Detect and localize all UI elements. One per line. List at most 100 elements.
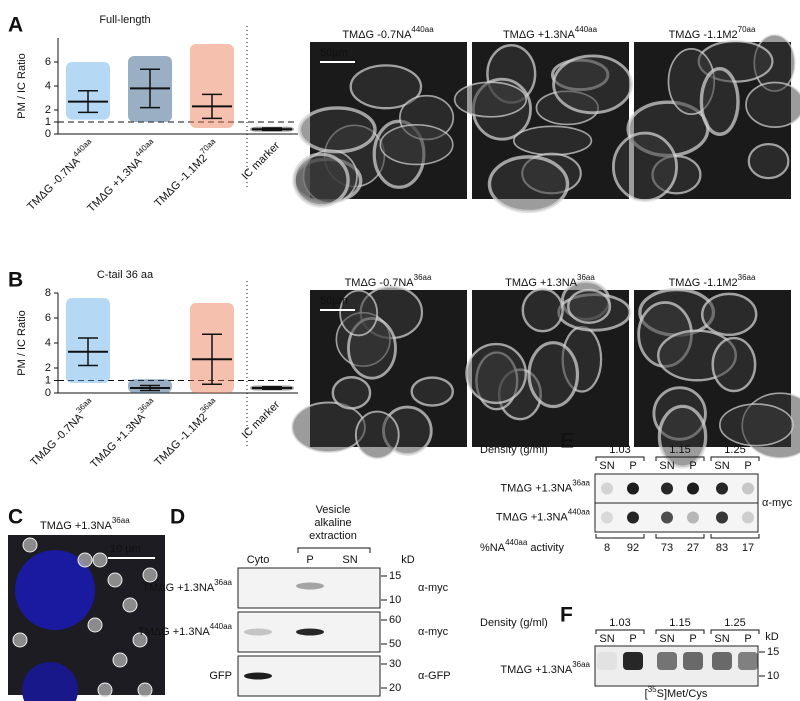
antibody-label: α-myc xyxy=(418,626,449,638)
bracket xyxy=(595,629,645,634)
activity-text: %NA xyxy=(480,542,506,554)
image-title: TMΔG -1.1M270aa xyxy=(669,25,756,41)
fraction-label: SN xyxy=(714,460,729,472)
row-label: TMΔG +1.3NA36aa xyxy=(142,578,232,594)
fraction-label: SN xyxy=(659,460,674,472)
x-tick-label-text: TMΔG -1.1M2 xyxy=(152,411,209,468)
vesicle xyxy=(12,632,28,648)
activity-value: 83 xyxy=(716,542,728,554)
panel-letter: C xyxy=(8,506,23,529)
image-title-sup: 36aa xyxy=(577,273,595,282)
density-value: 1.03 xyxy=(609,444,630,456)
vesicle xyxy=(122,597,138,613)
cell-outline xyxy=(339,289,379,337)
image-title: TMΔG +1.3NA440aa xyxy=(503,25,598,41)
cell-outline xyxy=(611,131,678,203)
y-axis-label: PM / IC Ratio xyxy=(16,53,28,118)
x-tick-label: TMΔG -1.1M270aa xyxy=(150,137,223,210)
cell-outline xyxy=(747,142,790,180)
vesicle xyxy=(22,537,38,553)
vesicle xyxy=(107,572,123,588)
plot-title: Full-length xyxy=(99,14,150,26)
x-tick-label: TMΔG -0.7NA440aa xyxy=(22,137,98,213)
x-tick-label: IC marker xyxy=(240,139,283,182)
cell-outline xyxy=(512,125,593,156)
x-tick-label-text: IC marker xyxy=(240,398,283,441)
cell-outline xyxy=(718,403,794,447)
cell-outline xyxy=(354,410,400,460)
vesicle xyxy=(92,552,108,568)
density-value: 1.15 xyxy=(669,617,690,629)
cell-outline xyxy=(291,401,366,453)
y-tick-label: 6 xyxy=(45,56,51,68)
image-title: TMΔG +1.3NA36aa xyxy=(505,273,595,289)
x-tick-label-text: TMΔG -0.7NA xyxy=(25,155,83,213)
image-title-sup: 440aa xyxy=(575,25,598,34)
caption-text: [ xyxy=(645,688,648,700)
dot-blot xyxy=(742,482,754,495)
dot-blot xyxy=(661,511,673,524)
image-title: TMΔG -0.7NA440aa xyxy=(342,25,434,41)
gel-band xyxy=(738,652,758,670)
nucleus xyxy=(22,662,78,701)
vesicle xyxy=(137,682,153,698)
vesicle xyxy=(112,652,128,668)
dot-blot xyxy=(687,511,699,524)
row-label: TMΔG +1.3NA36aa xyxy=(500,479,590,495)
fraction-label: P xyxy=(744,633,751,645)
image-title-sup: 36aa xyxy=(738,273,756,282)
panel-letter: E xyxy=(560,430,574,453)
panel-letter: F xyxy=(560,604,573,627)
cell-outline xyxy=(699,67,740,136)
density-label: Density (g/ml) xyxy=(480,444,548,456)
row-label: GFP xyxy=(209,670,232,682)
band xyxy=(296,582,324,590)
band xyxy=(296,628,324,636)
row-label: TMΔG +1.3NA36aa xyxy=(500,660,590,676)
blot xyxy=(237,567,381,609)
gel-band xyxy=(657,652,677,670)
image-title: TMΔG -0.7NA36aa xyxy=(345,273,432,289)
y-tick-label: 1 xyxy=(45,374,51,386)
image-title-text: TMΔG -0.7NA xyxy=(342,29,412,41)
cell-outline xyxy=(331,376,372,410)
vesicle xyxy=(77,552,93,568)
fraction-label: P xyxy=(744,460,751,472)
fraction-label: P xyxy=(689,633,696,645)
row-label-sup: 440aa xyxy=(210,622,233,631)
bracket xyxy=(655,534,705,539)
image-title-text: TMΔG +1.3NA xyxy=(40,520,113,532)
marker-label: 10 xyxy=(389,594,401,606)
fraction-label: SN xyxy=(714,633,729,645)
cell-outline xyxy=(292,152,350,208)
gel-caption: [35S]Met/Cys xyxy=(645,685,708,700)
cell-outline xyxy=(410,376,455,407)
x-tick-label-text: TMΔG +1.3NA xyxy=(88,411,148,471)
image-title-text: TMΔG -0.7NA xyxy=(345,277,415,289)
cell-outline xyxy=(349,64,423,110)
density-value: 1.03 xyxy=(609,617,630,629)
fraction-label: SN xyxy=(659,633,674,645)
bracket xyxy=(655,456,705,461)
caption-sup: 35 xyxy=(648,685,657,694)
activity-value: 73 xyxy=(661,542,673,554)
row-label-text: TMΔG +1.3NA xyxy=(500,482,573,494)
dot-blot xyxy=(601,511,613,524)
density-label: Density (g/ml) xyxy=(480,617,548,629)
x-tick-label-sup: 440aa xyxy=(133,137,155,159)
activity-value: 8 xyxy=(604,542,610,554)
x-tick-label-sup: 70aa xyxy=(198,137,217,156)
cell-outline xyxy=(453,81,528,118)
x-tick-label: TMΔG -1.1M236aa xyxy=(150,396,223,469)
gel-band xyxy=(597,652,617,670)
bracket xyxy=(595,456,645,461)
cell-outline xyxy=(527,341,580,409)
x-tick-label-text: TMΔG +1.3NA xyxy=(85,155,145,215)
cell-outline xyxy=(521,287,564,333)
cell-outline xyxy=(465,342,528,405)
y-tick-label: 6 xyxy=(45,312,51,324)
fraction-label: P xyxy=(689,460,696,472)
x-tick-label: TMΔG +1.3NA36aa xyxy=(86,396,161,471)
vesicle xyxy=(87,617,103,633)
gel-band xyxy=(683,652,703,670)
